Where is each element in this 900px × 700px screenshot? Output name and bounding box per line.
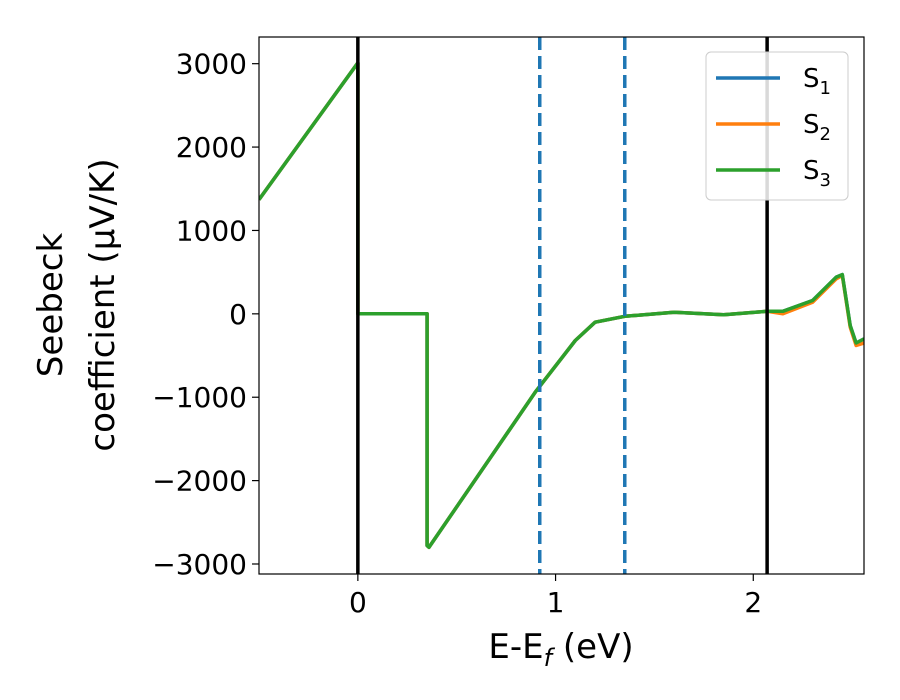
y-tick-label-0: 3000 — [176, 48, 247, 81]
y-axis-label-line2: coefficient (μV/K) — [83, 158, 123, 451]
y-tick-label-4: −1000 — [152, 381, 247, 414]
y-axis-label-line1: Seebeck — [31, 233, 71, 378]
legend-box — [705, 51, 849, 201]
y-ticks: 3000 2000 1000 0 −1000 −2000 −3000 — [152, 48, 259, 581]
y-axis-label: Seebeck coefficient (μV/K) — [31, 158, 123, 451]
legend-label-2: S2 — [803, 110, 831, 145]
legend: S1 S2 S3 — [705, 51, 849, 201]
series-layer — [259, 61, 864, 550]
legend-label-1: S1 — [803, 64, 831, 99]
y-tick-label-5: −2000 — [152, 465, 247, 498]
x-tick-label-0: 0 — [349, 586, 367, 619]
x-tick-label-2: 2 — [744, 586, 762, 619]
y-tick-label-1: 2000 — [176, 131, 247, 164]
y-tick-label-2: 1000 — [176, 214, 247, 247]
legend-label-3: S3 — [803, 156, 831, 191]
series-line-3 — [259, 61, 864, 550]
plot-frame — [258, 36, 865, 575]
x-axis-label: E-Ef (eV) — [488, 627, 633, 672]
y-tick-label-3: 0 — [229, 298, 247, 331]
x-ticks: 0 1 2 — [349, 574, 762, 619]
y-tick-label-6: −3000 — [152, 548, 247, 581]
x-tick-label-1: 1 — [547, 586, 565, 619]
